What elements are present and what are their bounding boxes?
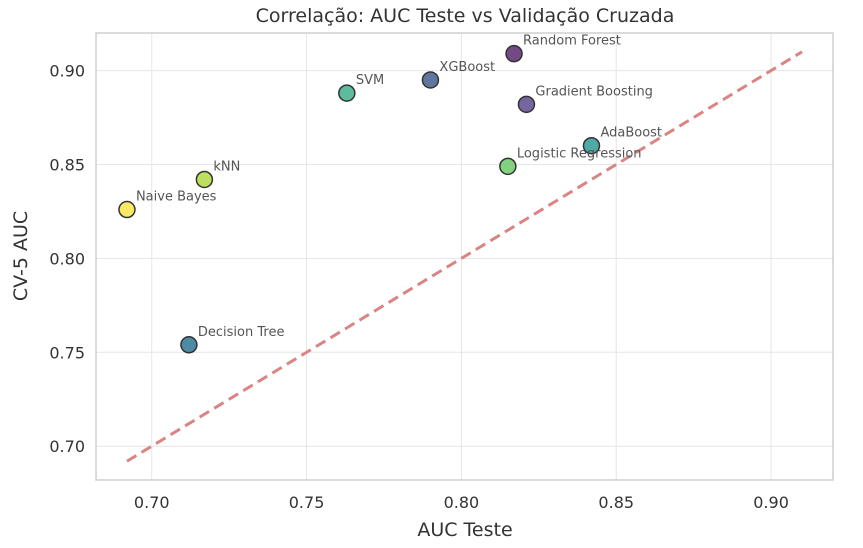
- data-point: [499, 157, 517, 176]
- grid: [96, 33, 833, 480]
- y-axis-label: CV-5 AUC: [10, 211, 32, 301]
- x-tick-label: 0.75: [289, 493, 325, 512]
- x-tick-label: 0.85: [598, 493, 634, 512]
- data-point-label: AdaBoost: [600, 126, 662, 141]
- point-labels: Random Forest XGBoost SVM Gradient Boosting…: [136, 34, 662, 340]
- data-point-label: Naive Bayes: [136, 190, 217, 205]
- data-point-label: XGBoost: [439, 60, 495, 75]
- x-tick-label: 0.70: [134, 493, 170, 512]
- data-point-label: Gradient Boosting: [535, 84, 653, 99]
- data-point-label: Random Forest: [523, 34, 621, 49]
- y-tick-label: 0.70: [49, 437, 85, 456]
- data-point: [582, 136, 601, 155]
- x-axis-ticks: 0.70 0.75 0.80 0.85 0.90: [134, 493, 789, 512]
- reference-diagonal-line: [126, 50, 803, 463]
- x-tick-label: 0.90: [753, 493, 789, 512]
- y-axis-ticks: 0.70 0.75 0.80 0.85 0.90: [49, 62, 85, 457]
- x-tick-label: 0.80: [444, 493, 480, 512]
- x-axis-label: AUC Teste: [417, 519, 512, 541]
- data-point: [118, 200, 136, 219]
- data-point: [505, 44, 523, 63]
- data-point-label: Decision Tree: [198, 325, 285, 340]
- data-points: [118, 44, 601, 354]
- data-point: [195, 170, 214, 189]
- y-tick-label: 0.90: [49, 62, 85, 81]
- data-point: [517, 95, 536, 114]
- y-tick-label: 0.75: [49, 343, 85, 362]
- data-point: [421, 71, 440, 89]
- plot-frame: [95, 32, 834, 481]
- y-tick-label: 0.85: [49, 155, 85, 174]
- data-point-label: Logistic Regression: [517, 146, 642, 161]
- data-point-label: kNN: [213, 159, 240, 174]
- data-point: [338, 84, 356, 102]
- chart-title: Correlação: AUC Teste vs Validação Cruza…: [256, 5, 675, 27]
- data-point: [180, 336, 198, 354]
- data-point-label: SVM: [356, 73, 384, 88]
- y-tick-label: 0.80: [49, 249, 85, 268]
